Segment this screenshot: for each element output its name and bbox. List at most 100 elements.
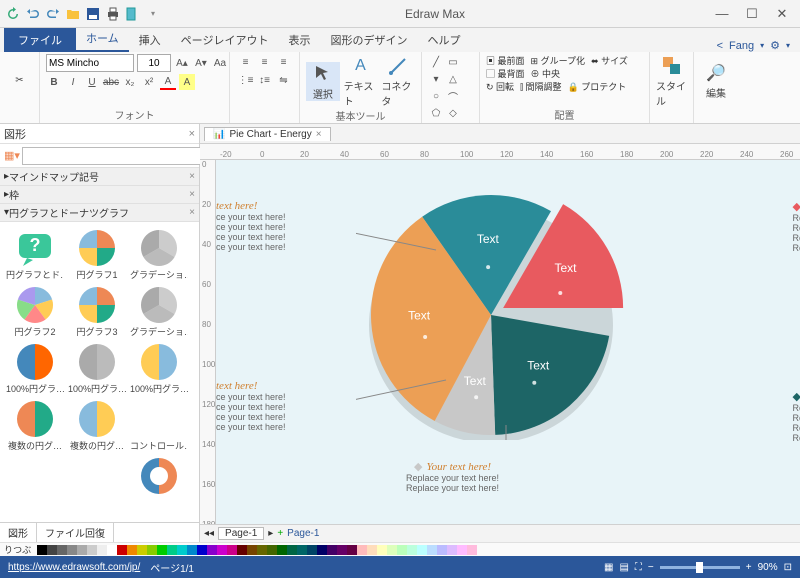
page-canvas[interactable]: TextTextTextTextText text here! ce your … — [216, 160, 800, 524]
palette-swatch[interactable] — [467, 545, 477, 555]
more-icon[interactable]: ▾ — [428, 71, 444, 87]
callout-bottom-center[interactable]: ◆Your text here! Replace your text here!… — [406, 460, 499, 493]
shape-thumbnail[interactable]: 100%円グラ… — [128, 340, 190, 397]
view-read-icon[interactable]: ▤ — [619, 562, 628, 573]
shape-thumbnail[interactable]: グラデーショ… — [128, 226, 190, 283]
distribute-button[interactable]: ⫿ 間隔調整 — [520, 80, 561, 93]
palette-swatch[interactable] — [147, 545, 157, 555]
subscript-button[interactable]: x₂ — [122, 74, 138, 90]
center-button[interactable]: ⊕ 中央 — [531, 67, 561, 80]
maximize-button[interactable]: ☐ — [738, 6, 766, 22]
align-center-button[interactable]: ≡ — [257, 54, 273, 70]
fit-page-icon[interactable]: ⊡ — [784, 562, 792, 573]
category-pie[interactable]: ▾ 円グラフとドーナツグラフ× — [0, 204, 199, 222]
palette-swatch[interactable] — [177, 545, 187, 555]
close-icon[interactable]: × — [189, 207, 195, 218]
shape-thumbnail[interactable] — [128, 454, 190, 498]
shape-thumbnail[interactable]: コントロール… — [128, 397, 190, 454]
palette-swatch[interactable] — [187, 545, 197, 555]
send-back-button[interactable]: ▢ 最背面 — [486, 67, 525, 80]
palette-swatch[interactable] — [57, 545, 67, 555]
zoom-out-button[interactable]: − — [648, 562, 654, 573]
line-spacing-button[interactable]: ↕≡ — [257, 72, 273, 88]
file-tab[interactable]: ファイル — [4, 28, 76, 52]
shape-thumbnail[interactable]: 円グラフ3 — [66, 283, 128, 340]
close-icon[interactable]: × — [189, 189, 195, 200]
shape-thumbnail[interactable]: 円グラフ2 — [4, 283, 66, 340]
palette-swatch[interactable] — [107, 545, 117, 555]
palette-swatch[interactable] — [37, 545, 47, 555]
tri-shape[interactable]: △ — [445, 71, 461, 87]
pent-shape[interactable]: ⬠ — [428, 105, 444, 121]
palette-swatch[interactable] — [237, 545, 247, 555]
palette-swatch[interactable] — [347, 545, 357, 555]
filter-icon[interactable]: ▦▾ — [4, 149, 20, 162]
document-tab[interactable]: 📊 Pie Chart - Energy × — [204, 127, 331, 141]
gear-icon[interactable]: ⚙ — [770, 39, 780, 52]
print-icon[interactable] — [104, 5, 122, 23]
palette-swatch[interactable] — [457, 545, 467, 555]
shape-thumbnail[interactable]: ?円グラフとド… — [4, 226, 66, 283]
underline-button[interactable]: U — [84, 74, 100, 90]
font-size-select[interactable] — [137, 54, 171, 72]
close-button[interactable]: ✕ — [768, 6, 796, 22]
shape-thumbnail[interactable]: 100%円グラ… — [66, 340, 128, 397]
shrink-font-button[interactable]: A▾ — [193, 55, 209, 71]
page-nav-next[interactable]: ▸ — [268, 528, 273, 539]
italic-button[interactable]: I — [65, 74, 81, 90]
protect-button[interactable]: 🔒 プロテクト — [567, 80, 626, 93]
side-tab-shapes[interactable]: 図形 — [0, 523, 37, 542]
align-right-button[interactable]: ≡ — [276, 54, 292, 70]
grow-font-button[interactable]: A▴ — [174, 55, 190, 71]
shape-thumbnail[interactable]: 円グラフ1 — [66, 226, 128, 283]
palette-swatch[interactable] — [287, 545, 297, 555]
bullets-button[interactable]: ⋮≡ — [238, 72, 254, 88]
palette-swatch[interactable] — [77, 545, 87, 555]
page-tab[interactable]: Page-1 — [218, 527, 264, 540]
palette-swatch[interactable] — [397, 545, 407, 555]
arc-shape[interactable]: ⌒ — [445, 88, 461, 104]
close-icon[interactable]: × — [316, 129, 322, 140]
shape-thumbnail[interactable]: グラデーショ… — [128, 283, 190, 340]
zoom-slider[interactable] — [660, 566, 740, 569]
highlight-button[interactable]: A — [179, 74, 195, 90]
find-button[interactable]: 🔎編集 — [700, 61, 732, 100]
palette-swatch[interactable] — [227, 545, 237, 555]
bold-button[interactable]: B — [46, 74, 62, 90]
bring-front-button[interactable]: ▣ 最前面 — [486, 54, 525, 67]
pie-chart[interactable]: TextTextTextTextText — [356, 170, 626, 440]
category-frame[interactable]: ▸ 枠× — [0, 186, 199, 204]
view-full-icon[interactable]: ⛶ — [635, 562, 642, 573]
palette-swatch[interactable] — [417, 545, 427, 555]
palette-swatch[interactable] — [247, 545, 257, 555]
palette-swatch[interactable] — [167, 545, 177, 555]
palette-swatch[interactable] — [297, 545, 307, 555]
tab-page-layout[interactable]: ページレイアウト — [171, 28, 279, 52]
shape-thumbnail[interactable] — [66, 454, 128, 498]
palette-swatch[interactable] — [157, 545, 167, 555]
share-icon[interactable]: < — [717, 40, 723, 52]
palette-swatch[interactable] — [117, 545, 127, 555]
size-button[interactable]: ⬌ サイズ — [591, 54, 628, 67]
save-icon[interactable] — [84, 5, 102, 23]
callout-top-left[interactable]: text here! ce your text here! ce your te… — [216, 200, 286, 252]
palette-swatch[interactable] — [327, 545, 337, 555]
zoom-value[interactable]: 90% — [758, 562, 778, 573]
tab-view[interactable]: 表示 — [278, 28, 320, 52]
rect-shape[interactable]: ▭ — [445, 54, 461, 70]
callout-bottom-right[interactable]: ◆Your text h Replace your tex Replace yo… — [792, 390, 800, 443]
callout-top-right[interactable]: ◆Your text h Replace your tex Replace yo… — [792, 200, 800, 253]
undo-icon[interactable] — [24, 5, 42, 23]
category-mindmap[interactable]: ▸ マインドマップ記号× — [0, 168, 199, 186]
palette-swatch[interactable] — [267, 545, 277, 555]
connector-button[interactable]: コネクタ — [381, 54, 415, 108]
minimize-button[interactable]: — — [708, 6, 736, 22]
palette-swatch[interactable] — [307, 545, 317, 555]
palette-swatch[interactable] — [277, 545, 287, 555]
palette-swatch[interactable] — [87, 545, 97, 555]
cut-button[interactable]: ✂ — [6, 69, 33, 93]
palette-swatch[interactable] — [357, 545, 367, 555]
reload-icon[interactable] — [4, 5, 22, 23]
user-name[interactable]: Fang — [729, 40, 754, 52]
callout-bottom-left[interactable]: text here! ce your text here! ce your te… — [216, 380, 286, 432]
